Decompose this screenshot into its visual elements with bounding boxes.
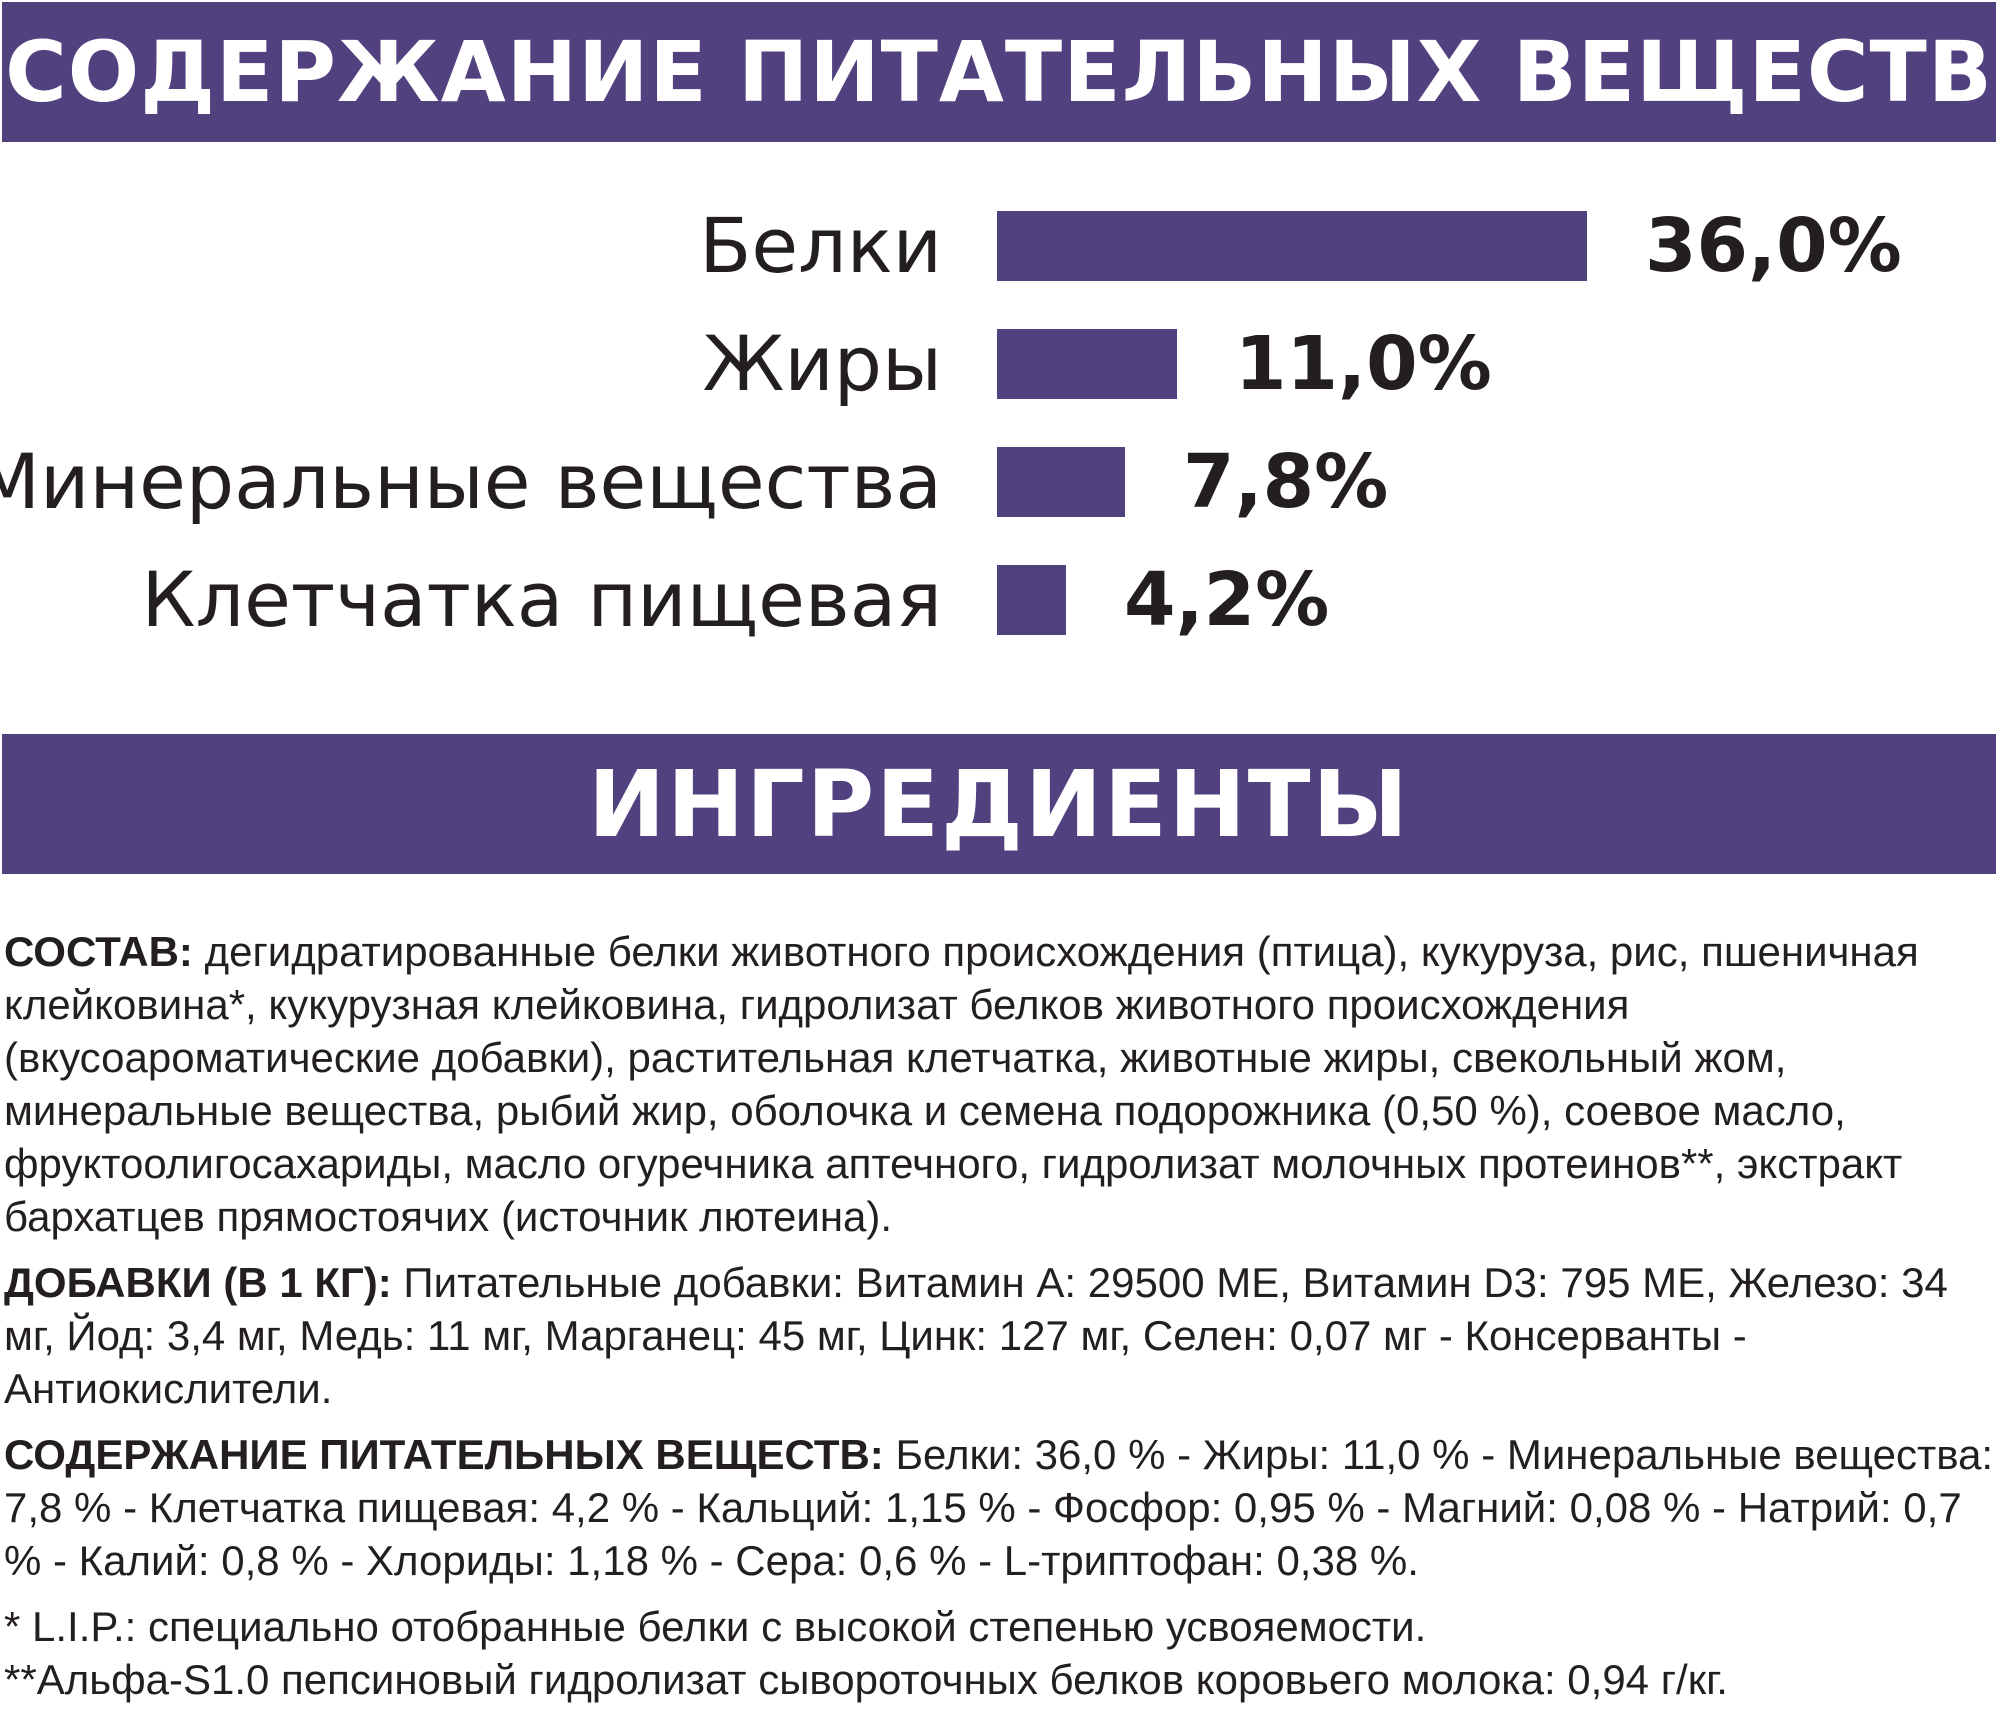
nutrient-value: 7,8% — [1183, 439, 1389, 525]
composition-text: дегидратированные белки животного происх… — [4, 928, 1919, 1240]
nutrient-value: 4,2% — [1124, 557, 1330, 643]
nutrient-content-label: СОДЕРЖАНИЕ ПИТАТЕЛЬНЫХ ВЕЩЕСТВ: — [4, 1431, 884, 1478]
additives-paragraph: ДОБАВКИ (В 1 КГ): Питательные добавки: В… — [4, 1256, 1996, 1415]
nutrient-content-text: Белки: 36,0 % - Жиры: 11,0 % - Минеральн… — [4, 1431, 1994, 1584]
ingredients-body: СОСТАВ: дегидратированные белки животног… — [4, 925, 1996, 1719]
ingredients-section-title: ИНГРЕДИЕНТЫ — [588, 750, 1410, 858]
nutrient-row-minerals: Минеральные вещества 7,8% — [0, 437, 2000, 526]
nutrient-value: 11,0% — [1235, 321, 1492, 407]
nutrient-bar — [997, 329, 1177, 399]
nutrients-section-title: СОДЕРЖАНИЕ ПИТАТЕЛЬНЫХ ВЕЩЕСТВ — [5, 23, 1993, 121]
nutrient-label: Белки — [699, 201, 942, 290]
footnote-lip: * L.I.P.: специально отобранные белки с … — [4, 1603, 1427, 1650]
nutrient-value: 36,0% — [1645, 203, 1902, 289]
nutrient-row-fiber: Клетчатка пищевая 4,2% — [0, 555, 2000, 644]
nutrient-bar — [997, 447, 1125, 517]
nutrient-bar — [997, 565, 1066, 635]
ingredients-section-header: ИНГРЕДИЕНТЫ — [2, 734, 1996, 874]
footnote-alpha-s1: **Альфа-S1.0 пепсиновый гидролизат сывор… — [4, 1656, 1728, 1703]
nutrient-row-protein: Белки 36,0% — [0, 201, 2000, 290]
nutrient-label: Жиры — [702, 319, 942, 408]
nutrient-row-fat: Жиры 11,0% — [0, 319, 2000, 408]
footnotes: * L.I.P.: специально отобранные белки с … — [4, 1600, 1996, 1706]
composition-paragraph: СОСТАВ: дегидратированные белки животног… — [4, 925, 1996, 1243]
nutrients-section-header: СОДЕРЖАНИЕ ПИТАТЕЛЬНЫХ ВЕЩЕСТВ — [2, 2, 1996, 142]
composition-label: СОСТАВ: — [4, 928, 193, 975]
nutrient-label: Минеральные вещества — [0, 437, 942, 526]
nutrient-label: Клетчатка пищевая — [141, 555, 942, 644]
nutrient-content-paragraph: СОДЕРЖАНИЕ ПИТАТЕЛЬНЫХ ВЕЩЕСТВ: Белки: 3… — [4, 1428, 1996, 1587]
additives-text: Питательные добавки: Витамин A: 29500 МЕ… — [4, 1259, 1948, 1412]
nutrient-bar — [997, 211, 1587, 281]
additives-label: ДОБАВКИ (В 1 КГ): — [4, 1259, 392, 1306]
